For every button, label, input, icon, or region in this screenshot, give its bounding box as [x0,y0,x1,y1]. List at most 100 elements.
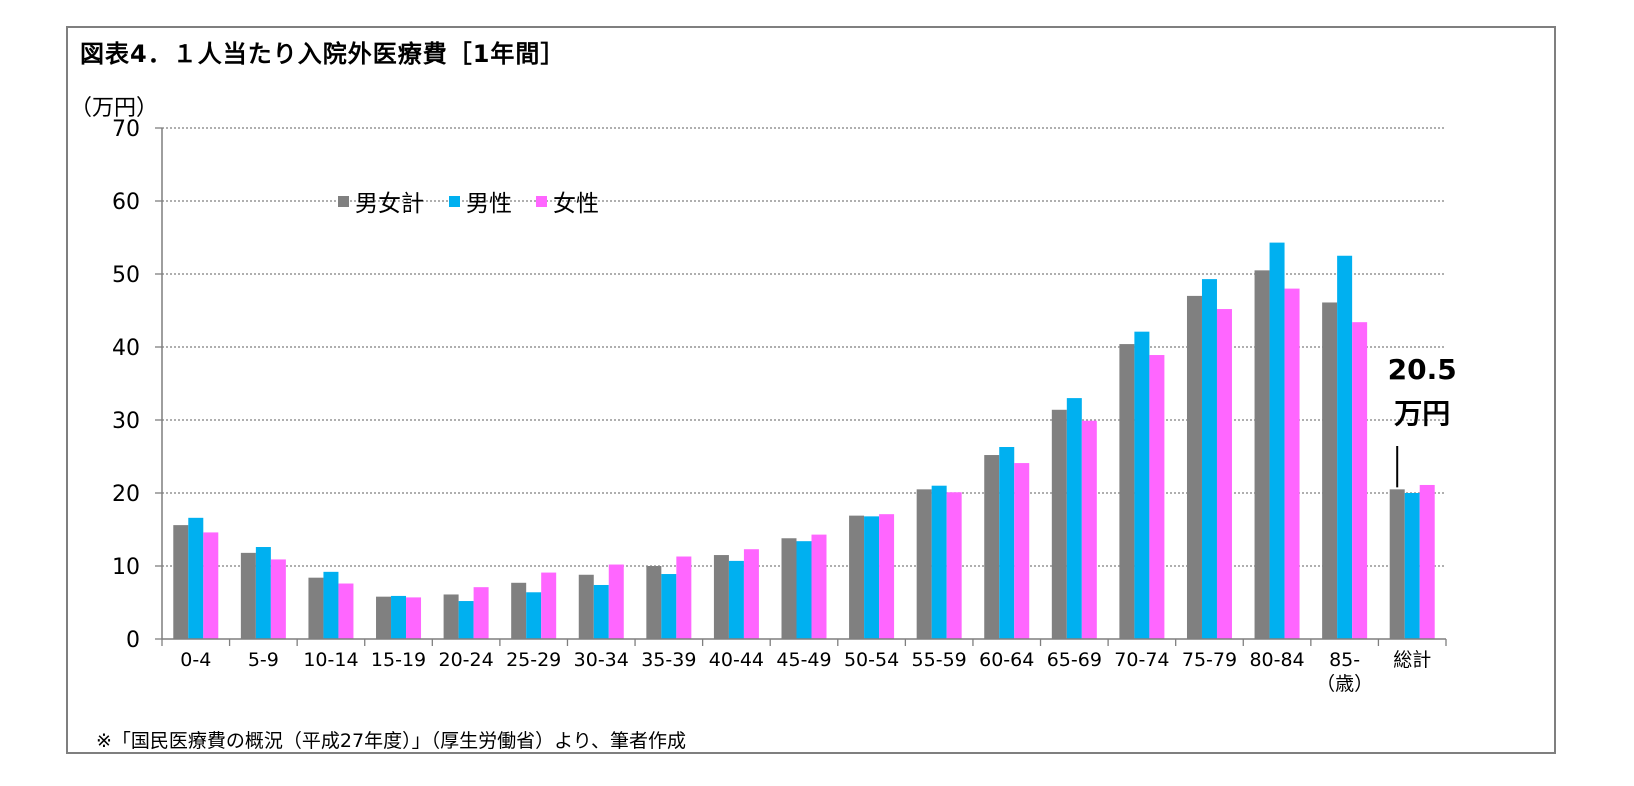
x-tick-label: 80-84 [1249,649,1304,671]
x-tick-label: 35-39 [641,649,696,671]
x-tick-label: 70-74 [1114,649,1169,671]
bar [1404,493,1420,639]
bar [323,571,339,639]
annotation-label: 20.5 [1388,353,1457,386]
bar [676,556,692,639]
bar [984,455,1000,639]
axes: 0 10 20 30 40 50 60 70 0-4 5-9 10-14 15-19 20-24 25-2… [112,117,1447,695]
bar [458,601,474,639]
x-tick-label: 50-54 [844,649,899,671]
bar [376,596,392,639]
bar [511,582,527,639]
x-tick-label: 85- [1329,649,1360,671]
bar [646,566,662,639]
bar [1201,279,1217,639]
gridlines [162,127,1446,567]
bar [203,532,219,639]
bar [338,583,354,639]
x-tick-label: 45-49 [776,649,831,671]
bar [255,547,271,639]
y-axis-unit-label: （万円） [70,96,159,121]
bar [1186,295,1202,639]
bar [443,594,459,639]
bar [608,564,624,639]
legend-swatch [449,196,460,207]
bar [173,525,189,639]
legend: 男女計 男性 女性 [338,191,599,217]
bar [391,595,407,639]
bar [1066,398,1082,639]
x-tick-label: 15-19 [371,649,426,671]
bar [240,552,256,639]
bar [946,492,962,639]
x-tick-label: 25-29 [506,649,561,671]
bar [541,572,557,639]
legend-label: 男女計 [355,191,424,217]
bar [879,514,895,639]
bar [728,560,744,639]
legend-swatch [536,196,547,207]
bar [743,549,759,639]
bar [999,447,1015,639]
x-tick-label: 20-24 [438,649,493,671]
y-tick-label: 10 [112,555,140,580]
bar [916,489,932,639]
bar [578,574,594,639]
bar [188,517,204,639]
bar [1352,322,1368,639]
legend-swatch [338,196,349,207]
annotation: 20.5 万円 [1388,353,1457,488]
bar [308,577,324,639]
bar [1419,484,1435,639]
legend-label: 男性 [466,191,512,217]
x-tick-label: 30-34 [574,649,629,671]
y-tick-label: 50 [112,263,140,288]
bar [864,516,880,639]
bar [1337,255,1353,639]
bar [931,485,947,639]
legend-label: 女性 [553,191,599,217]
x-tick-label: 0-4 [180,649,211,671]
x-tick-label: 10-14 [303,649,358,671]
bar [1119,344,1135,639]
bar [1014,463,1030,639]
bar [1284,288,1300,639]
x-tick-label: 5-9 [248,649,279,671]
bar [1322,302,1338,639]
bar [1389,489,1405,639]
bar [526,592,542,639]
bar [593,584,609,639]
x-axis-unit-label: （歳） [1316,673,1373,695]
bars [173,242,1435,640]
x-tick-label: 40-44 [709,649,764,671]
chart-title: 図表4．１人当たり入院外医療費［1年間］ [80,40,566,68]
y-tick-label: 40 [112,336,140,361]
x-tick-label: 60-64 [979,649,1034,671]
bar [849,515,865,639]
bar [1134,331,1150,639]
y-tick-label: 0 [126,628,140,653]
bar [1051,409,1067,639]
bar [811,534,827,639]
bar [270,559,286,639]
y-tick-label: 20 [112,482,140,507]
annotation-label: 万円 [1394,397,1450,430]
bar [1269,242,1285,640]
source-note: ※「国民医療費の概況（平成27年度）」（厚生労働省）より、筆者作成 [96,730,686,752]
bar [1149,355,1165,639]
bar [661,574,677,639]
bar [796,541,812,639]
bar [1254,270,1270,639]
x-tick-label: 65-69 [1047,649,1102,671]
bar [1081,420,1097,639]
y-tick-label: 30 [112,409,140,434]
y-tick-label: 70 [112,117,140,142]
x-tick-label: 55-59 [912,649,967,671]
bar [473,587,489,639]
x-tick-label: 総計 [1393,649,1431,671]
bar [406,597,422,639]
x-tick-label: 75-79 [1182,649,1237,671]
bar [713,555,729,639]
bar [1216,309,1232,639]
